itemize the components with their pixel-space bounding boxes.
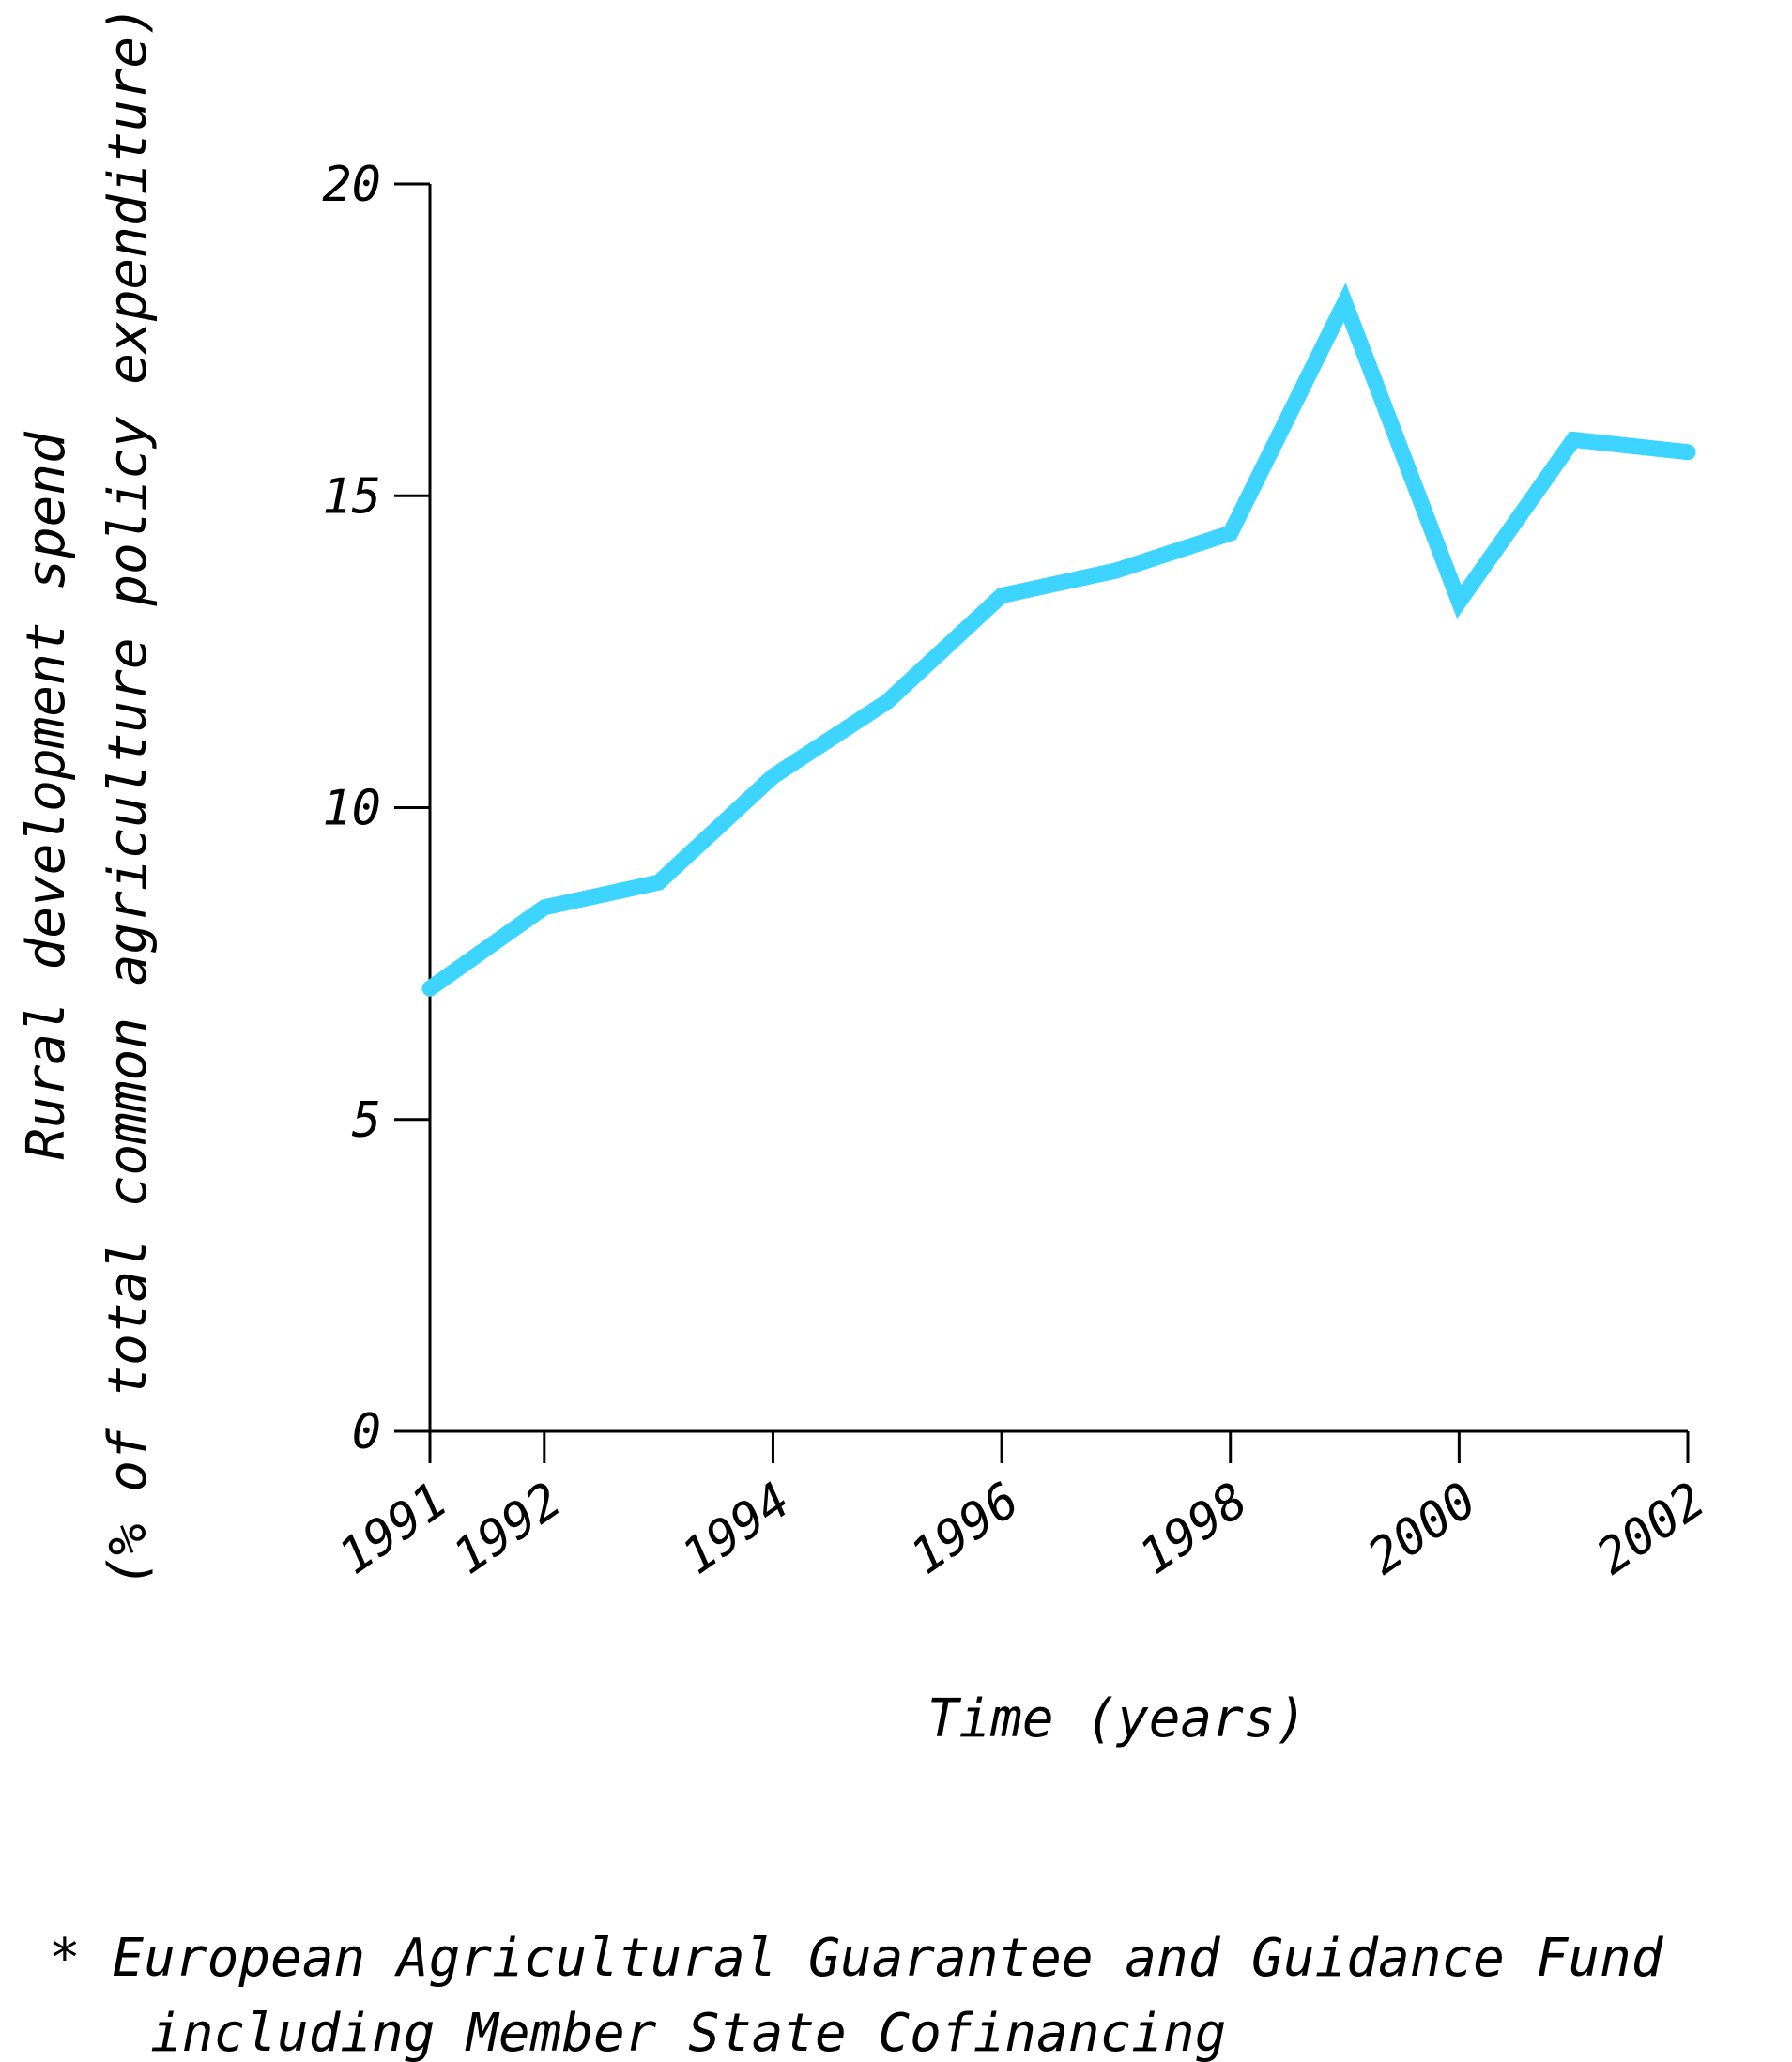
y-tick-label: 20 — [322, 157, 381, 213]
data-point — [657, 881, 660, 884]
data-point — [429, 987, 431, 990]
series-layer — [421, 283, 1696, 997]
footnote-line2: including Member State Cofinancing — [150, 2003, 1226, 2062]
data-point — [543, 906, 545, 909]
data-point — [1687, 451, 1689, 453]
y-axis-title-line1: Rural development spend — [16, 431, 77, 1160]
x-tick-label: 1996 — [901, 1472, 1030, 1585]
x-tick-label: 2002 — [1586, 1472, 1715, 1585]
data-point — [1001, 594, 1003, 597]
data-point — [1458, 601, 1461, 603]
data-point — [1572, 438, 1575, 441]
data-point — [886, 700, 889, 703]
y-axis-title-line2: (% of total common agriculture policy ex… — [98, 5, 159, 1587]
data-point — [772, 775, 774, 778]
data-point — [1114, 569, 1117, 572]
y-tick-label: 10 — [322, 781, 381, 837]
series-line — [421, 283, 1696, 997]
x-tick-label: 2000 — [1358, 1472, 1487, 1585]
x-tick-label: 1994 — [672, 1472, 801, 1585]
data-point — [1343, 301, 1346, 304]
x-tick-label: 1991 — [329, 1472, 457, 1585]
y-tick-label: 5 — [352, 1092, 381, 1149]
y-tick-label: 15 — [322, 468, 381, 525]
footnote-line1: * European Agricultural Guarantee and Gu… — [49, 1928, 1664, 1989]
x-axis-title: Time (years) — [927, 1688, 1308, 1749]
x-tick-label: 1998 — [1129, 1472, 1258, 1585]
data-point — [1229, 532, 1232, 535]
y-ticks: 0 5 10 15 20 — [322, 157, 430, 1460]
x-tick-label: 1992 — [443, 1472, 572, 1585]
y-tick-label: 0 — [352, 1404, 381, 1460]
